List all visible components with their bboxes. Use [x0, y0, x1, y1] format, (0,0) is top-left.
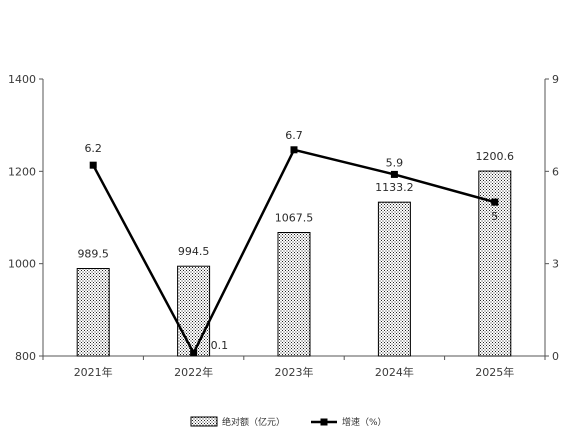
- bar-value-label: 1067.5: [275, 212, 314, 225]
- bar-series: [76, 170, 512, 357]
- left-tick-label: 1000: [8, 258, 36, 271]
- bar: [177, 265, 211, 357]
- bar-value-label: 1200.6: [476, 150, 515, 163]
- line-value-label: 5.9: [386, 156, 404, 169]
- left-tick-label: 800: [15, 350, 36, 363]
- x-tick-label: 2022年: [174, 365, 213, 379]
- bar: [377, 201, 411, 357]
- line-series: [89, 146, 499, 357]
- right-tick-label: 0: [552, 350, 559, 363]
- x-tick-label: 2025年: [475, 365, 514, 379]
- legend-bar-label: 绝对额（亿元）: [222, 416, 285, 428]
- bar-value-label: 1133.2: [375, 181, 414, 194]
- x-tick-label: 2023年: [275, 365, 314, 379]
- growth-point: [190, 349, 198, 357]
- right-tick-label: 9: [552, 73, 559, 86]
- axes: 800 1000 1200 1400 0 3 6 9 2021年 2022年 2023年 2024年 2…: [8, 73, 559, 379]
- left-tick-label: 1200: [8, 165, 36, 178]
- growth-point: [290, 146, 298, 154]
- growth-point: [491, 198, 499, 206]
- legend: 绝对额（亿元） 增速（%）: [190, 416, 387, 428]
- legend-line-marker: [320, 418, 328, 426]
- x-tick-label: 2021年: [74, 365, 113, 379]
- bar-value-label: 989.5: [77, 248, 109, 261]
- line-value-label: 6.2: [84, 142, 102, 155]
- bar-value-label: 994.5: [178, 245, 210, 258]
- bar: [76, 268, 110, 357]
- growth-point: [89, 161, 97, 169]
- line-value-label: 0.1: [211, 339, 229, 352]
- right-tick-label: 6: [552, 165, 559, 178]
- left-tick-label: 1400: [8, 73, 36, 86]
- right-tick-label: 3: [552, 258, 559, 271]
- bar: [277, 232, 311, 357]
- line-value-label: 6.7: [285, 129, 303, 142]
- legend-bar-swatch: [190, 416, 218, 427]
- x-tick-label: 2024年: [375, 365, 414, 379]
- data-labels: 989.5 994.5 1067.5 1133.2 1200.6 6.2 0.1 6.7 5.9…: [77, 129, 514, 352]
- line-value-label: 5: [491, 210, 498, 223]
- legend-line-label: 增速（%）: [342, 416, 387, 428]
- growth-point: [390, 170, 398, 178]
